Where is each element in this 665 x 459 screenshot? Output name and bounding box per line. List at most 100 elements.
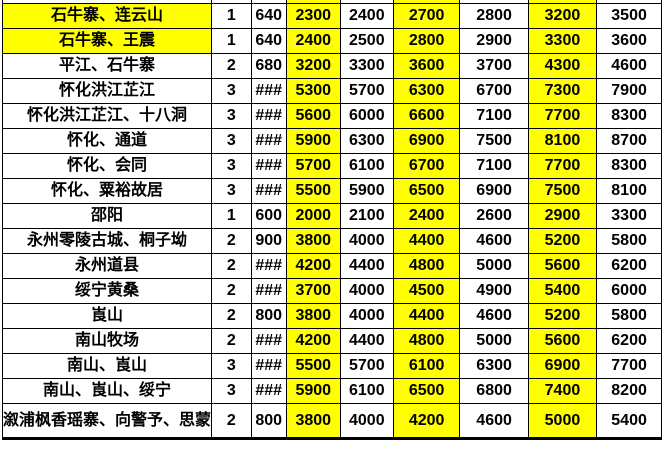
cell-route-name[interactable]: 绥宁黄桑 xyxy=(1,278,213,304)
cell-value[interactable]: 7700 xyxy=(527,103,598,129)
cell-value[interactable]: 5500 xyxy=(285,178,341,204)
cell-value[interactable]: 5300 xyxy=(285,78,341,104)
cell-value[interactable]: 4600 xyxy=(596,53,662,79)
cell-value[interactable]: 6000 xyxy=(339,103,394,129)
cell-value[interactable]: 5700 xyxy=(339,353,394,379)
cell-value[interactable]: 3200 xyxy=(527,3,598,29)
cell-value[interactable]: 7300 xyxy=(527,78,598,104)
cell-value[interactable]: 4200 xyxy=(285,328,341,354)
cell-value[interactable]: 2800 xyxy=(392,28,461,54)
cell-value[interactable]: 6900 xyxy=(527,353,598,379)
cell-overflow-value[interactable]: ### xyxy=(250,328,287,354)
cell-value[interactable]: 5700 xyxy=(339,78,394,104)
cell-value[interactable]: 6100 xyxy=(392,353,461,379)
cell-value[interactable]: 5000 xyxy=(527,403,598,439)
cell-value[interactable]: 2900 xyxy=(459,28,529,54)
cell-value[interactable]: 6500 xyxy=(392,378,461,404)
cell-overflow-value[interactable]: ### xyxy=(250,78,287,104)
cell-value[interactable]: 4400 xyxy=(339,253,394,279)
cell-value[interactable]: 4400 xyxy=(339,328,394,354)
cell-route-name[interactable]: 石牛寨、王震 xyxy=(1,28,213,54)
cell-route-name[interactable]: 平江、石牛寨 xyxy=(1,53,213,79)
cell-route-name[interactable]: 怀化、粟裕故居 xyxy=(1,178,213,204)
cell-value[interactable]: 5900 xyxy=(285,378,341,404)
cell-value[interactable]: 3 xyxy=(211,353,252,379)
cell-value[interactable]: 6500 xyxy=(392,178,461,204)
cell-value[interactable]: 4400 xyxy=(392,228,461,254)
cell-value[interactable]: 6900 xyxy=(392,128,461,154)
cell-value[interactable]: 3200 xyxy=(285,53,341,79)
cell-value[interactable]: 600 xyxy=(250,203,287,229)
cell-value[interactable]: 2 xyxy=(211,228,252,254)
cell-value[interactable]: 3 xyxy=(211,128,252,154)
cell-value[interactable]: 4300 xyxy=(527,53,598,79)
cell-value[interactable]: 5400 xyxy=(527,278,598,304)
cell-overflow-value[interactable]: ### xyxy=(250,178,287,204)
cell-route-name[interactable]: 邵阳 xyxy=(1,203,213,229)
cell-value[interactable]: 4800 xyxy=(392,253,461,279)
cell-value[interactable]: 4000 xyxy=(339,303,394,329)
cell-value[interactable]: 7900 xyxy=(596,78,662,104)
cell-value[interactable]: 3600 xyxy=(596,28,662,54)
cell-route-name[interactable]: 南山、崀山、绥宁 xyxy=(1,378,213,404)
cell-value[interactable]: 5800 xyxy=(596,228,662,254)
cell-value[interactable]: 6100 xyxy=(339,378,394,404)
cell-value[interactable]: 3300 xyxy=(596,203,662,229)
cell-value[interactable]: 800 xyxy=(250,303,287,329)
cell-value[interactable]: 3500 xyxy=(596,3,662,29)
cell-value[interactable]: 5600 xyxy=(527,253,598,279)
cell-value[interactable]: 4900 xyxy=(459,278,529,304)
cell-overflow-value[interactable]: ### xyxy=(250,378,287,404)
cell-overflow-value[interactable]: ### xyxy=(250,153,287,179)
cell-value[interactable]: 7700 xyxy=(596,353,662,379)
cell-overflow-value[interactable]: ### xyxy=(250,253,287,279)
cell-value[interactable]: 5000 xyxy=(459,253,529,279)
cell-value[interactable]: 3600 xyxy=(392,53,461,79)
cell-value[interactable]: 900 xyxy=(250,228,287,254)
cell-value[interactable]: 3800 xyxy=(285,303,341,329)
cell-value[interactable]: 5600 xyxy=(285,103,341,129)
cell-overflow-value[interactable]: ### xyxy=(250,278,287,304)
cell-value[interactable]: 1 xyxy=(211,3,252,29)
cell-value[interactable]: 2000 xyxy=(285,203,341,229)
cell-value[interactable]: 8300 xyxy=(596,153,662,179)
cell-value[interactable]: 6000 xyxy=(596,278,662,304)
cell-value[interactable]: 2400 xyxy=(339,3,394,29)
cell-value[interactable]: 1 xyxy=(211,28,252,54)
cell-value[interactable]: 8700 xyxy=(596,128,662,154)
cell-value[interactable]: 7700 xyxy=(527,153,598,179)
cell-value[interactable]: 4600 xyxy=(459,303,529,329)
cell-value[interactable]: 2300 xyxy=(285,3,341,29)
cell-value[interactable]: 4200 xyxy=(392,403,461,439)
cell-value[interactable]: 2600 xyxy=(459,203,529,229)
cell-value[interactable]: 6300 xyxy=(392,78,461,104)
cell-value[interactable]: 2500 xyxy=(339,28,394,54)
cell-value[interactable]: 7100 xyxy=(459,153,529,179)
cell-value[interactable]: 6300 xyxy=(459,353,529,379)
cell-value[interactable]: 4500 xyxy=(392,278,461,304)
cell-overflow-value[interactable]: ### xyxy=(250,128,287,154)
cell-value[interactable]: 5900 xyxy=(285,128,341,154)
cell-value[interactable]: 5200 xyxy=(527,303,598,329)
cell-value[interactable]: 7500 xyxy=(527,178,598,204)
cell-value[interactable]: 5200 xyxy=(527,228,598,254)
cell-value[interactable]: 4400 xyxy=(392,303,461,329)
cell-value[interactable]: 6700 xyxy=(459,78,529,104)
cell-value[interactable]: 4200 xyxy=(285,253,341,279)
cell-value[interactable]: 6200 xyxy=(596,328,662,354)
cell-value[interactable]: 2 xyxy=(211,53,252,79)
cell-value[interactable]: 2900 xyxy=(527,203,598,229)
cell-value[interactable]: 6900 xyxy=(459,178,529,204)
cell-value[interactable]: 4800 xyxy=(392,328,461,354)
cell-value[interactable]: 6600 xyxy=(392,103,461,129)
cell-value[interactable]: 7500 xyxy=(459,128,529,154)
cell-value[interactable]: 3 xyxy=(211,103,252,129)
cell-value[interactable]: 6300 xyxy=(339,128,394,154)
cell-value[interactable]: 3300 xyxy=(527,28,598,54)
cell-value[interactable]: 5400 xyxy=(596,403,662,439)
cell-value[interactable]: 6700 xyxy=(392,153,461,179)
cell-value[interactable]: 5900 xyxy=(339,178,394,204)
cell-value[interactable]: 3800 xyxy=(285,228,341,254)
cell-value[interactable]: 5600 xyxy=(527,328,598,354)
cell-value[interactable]: 8100 xyxy=(527,128,598,154)
